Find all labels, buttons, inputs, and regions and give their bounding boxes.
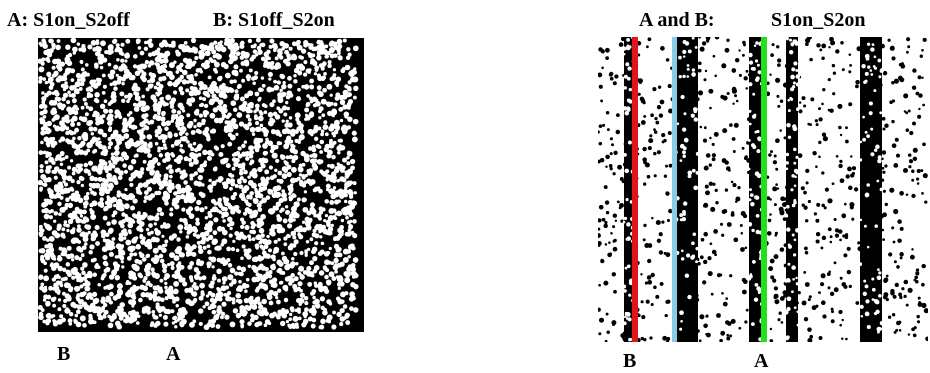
right-title-prefix: A and B: <box>639 9 715 31</box>
left-dots <box>38 38 359 331</box>
right-marker-b: B <box>623 350 637 372</box>
left-title-a: A: S1on_S2off <box>7 9 130 31</box>
right-title-state: S1on_S2on <box>771 9 866 31</box>
right-stripe-pattern-svg <box>598 37 928 342</box>
right-stripe-pattern <box>598 37 928 342</box>
right-dark-bands <box>624 37 882 342</box>
left-title-b: B: S1off_S2on <box>213 9 335 31</box>
cyan-line <box>672 37 677 342</box>
left-dot-pattern-svg <box>38 38 359 331</box>
left-dot-pattern <box>38 38 364 332</box>
left-marker-b: B <box>57 343 71 365</box>
green-line-a <box>761 37 767 342</box>
right-marker-a: A <box>754 350 769 372</box>
red-line-b <box>632 37 638 342</box>
left-marker-a: A <box>166 343 181 365</box>
